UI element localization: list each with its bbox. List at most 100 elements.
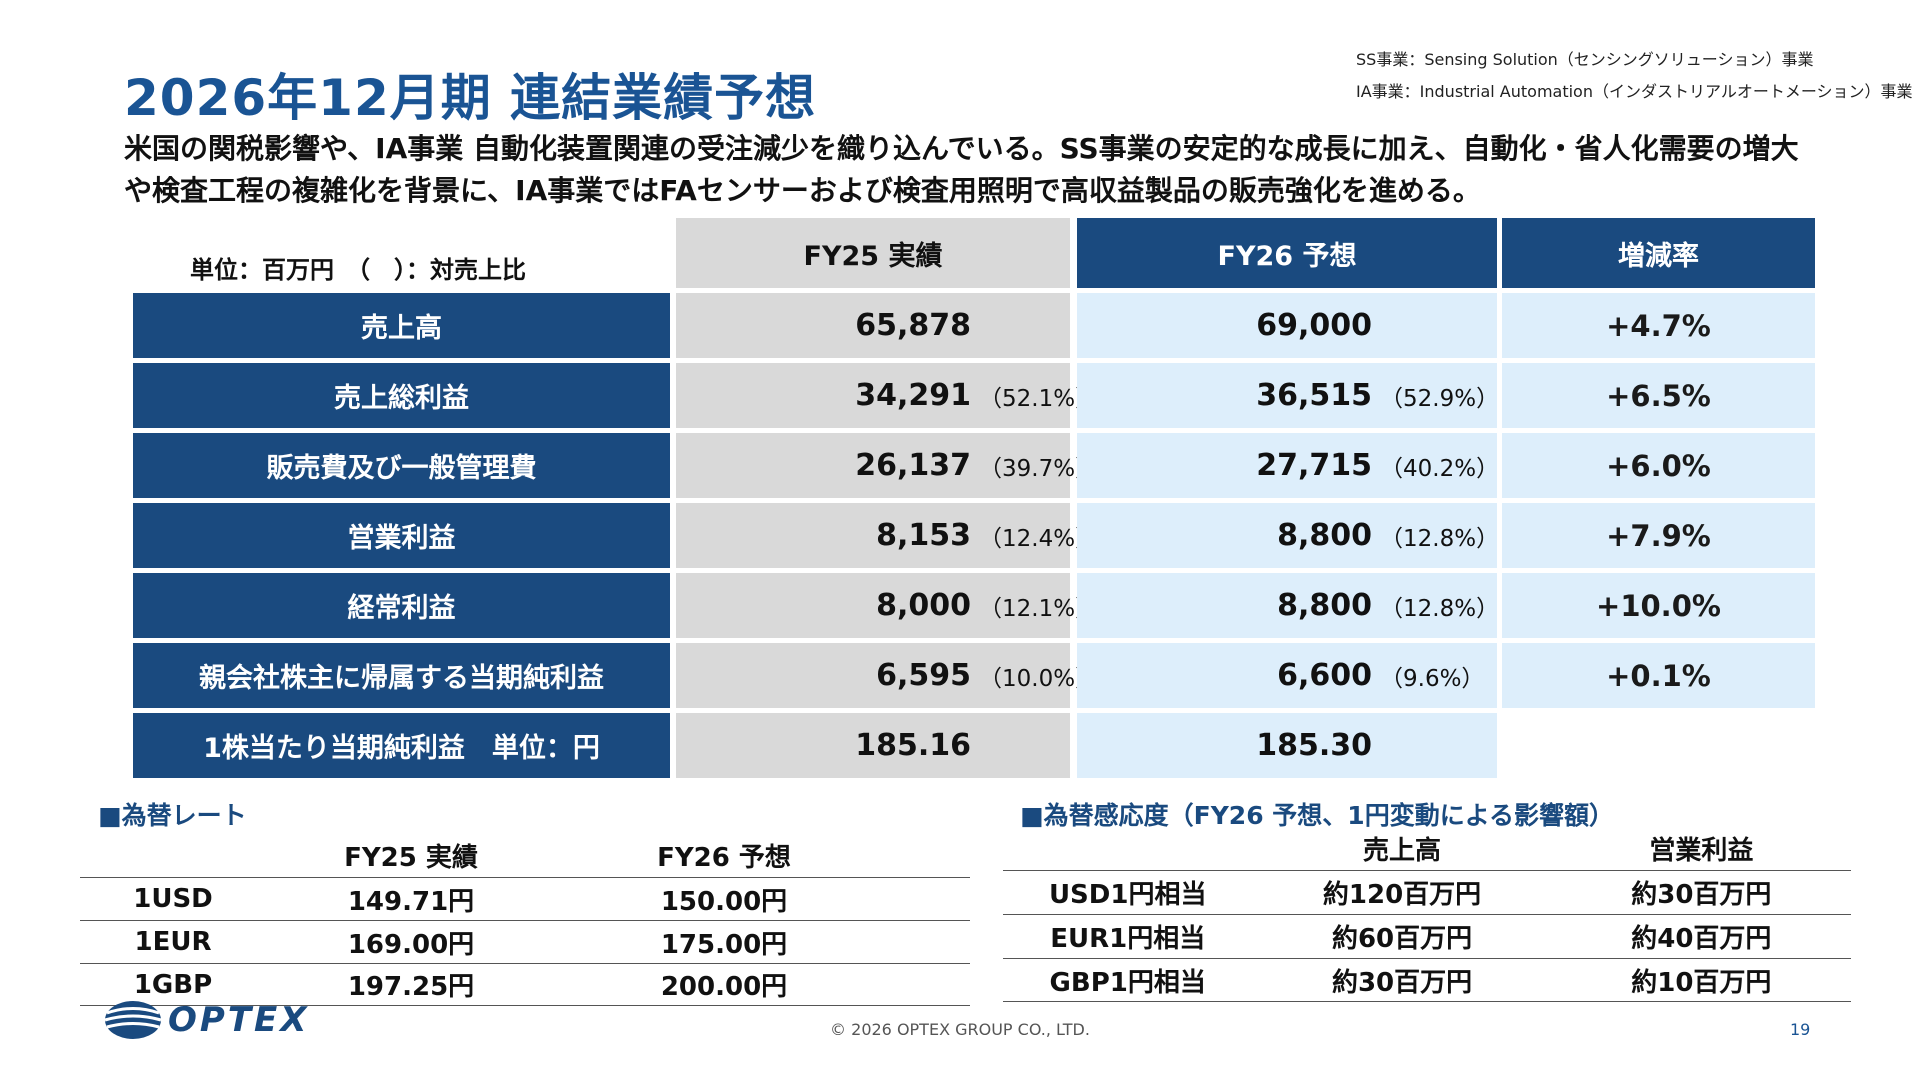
sensitivity-sales: 約120百万円 <box>1322 880 1482 910</box>
page-number: 19 <box>1790 1020 1811 1039</box>
change-rate: +7.9% <box>1502 503 1815 568</box>
fy26-ratio: （52.9%） <box>1380 385 1500 412</box>
fy25-value: 26,137 <box>855 448 971 483</box>
ia-definition-note: IA事業：Industrial Automation（インダストリアルオートメー… <box>1356 82 1913 101</box>
fy26-cell: 36,515 （52.9%） <box>1077 363 1500 428</box>
header-change-rate: 増減率 <box>1502 218 1815 288</box>
sensitivity-sales: 約30百万円 <box>1331 967 1473 998</box>
sensitivity-header-op-profit: 営業利益 <box>1649 835 1754 866</box>
row-label: 経常利益 <box>133 573 670 638</box>
sensitivity-currency: GBP1円相当 <box>1049 967 1206 998</box>
fy26-cell: 27,715 （40.2%） <box>1077 433 1500 498</box>
fx-sensitivity-title: ■為替感応度（FY26 予想、1円変動による影響額） <box>1020 801 1614 830</box>
fx-currency: 1EUR <box>134 927 212 957</box>
sensitivity-header-sales: 売上高 <box>1363 835 1442 866</box>
table-row: EUR1円相当 約60百万円 約40百万円 <box>1003 914 1851 958</box>
row-label: 売上高 <box>133 293 670 358</box>
fy26-ratio: （12.8%） <box>1380 525 1500 552</box>
table-row: 1株当たり当期純利益 単位：円 185.16 185.30 <box>133 713 1815 778</box>
fy25-value: 8,153 <box>876 518 971 553</box>
fy25-value: 8,000 <box>876 588 971 623</box>
table-row: USD1円相当 約120百万円 約30百万円 <box>1003 870 1851 914</box>
fx-header-fy25: FY25 実績 <box>344 843 478 873</box>
header-fy26-forecast: FY26 予想 <box>1077 218 1497 288</box>
fx-fy25-value: 149.71円 <box>347 886 475 917</box>
sensitivity-currency: USD1円相当 <box>1048 880 1207 910</box>
fy26-value: 185.30 <box>1256 728 1372 763</box>
fy26-value: 8,800 <box>1277 588 1372 623</box>
fy25-cell: 8,000 （12.1%） <box>676 573 1098 638</box>
page-title: 2026年12月期 連結業績予想 <box>124 69 817 127</box>
table-row: 親会社株主に帰属する当期純利益 6,595 （10.0%） 6,600 （9.6%） +0… <box>133 643 1815 708</box>
globe-logo-icon <box>104 1001 162 1039</box>
table-row: 1GBP 197.25円 200.00円 <box>80 963 970 1006</box>
sensitivity-currency: EUR1円相当 <box>1050 924 1206 954</box>
row-label: 親会社株主に帰属する当期純利益 <box>133 643 670 708</box>
fy26-ratio: （40.2%） <box>1380 455 1500 482</box>
fx-rate-title: ■為替レート <box>98 801 247 830</box>
table-row: GBP1円相当 約30百万円 約10百万円 <box>1003 958 1851 1002</box>
table-row: 売上総利益 34,291 （52.1%） 36,515 （52.9%） +6.5% <box>133 363 1815 428</box>
row-label: 営業利益 <box>133 503 670 568</box>
sensitivity-op-profit: 約30百万円 <box>1631 880 1772 910</box>
fy25-cell: 8,153 （12.4%） <box>676 503 1098 568</box>
header-fy25-actual: FY25 実績 <box>676 218 1070 288</box>
optex-logo: OPTEX <box>104 1000 309 1040</box>
table-row: 1EUR 169.00円 175.00円 <box>80 920 970 963</box>
sensitivity-sales: 約60百万円 <box>1331 924 1473 954</box>
fy25-cell: 34,291 （52.1%） <box>676 363 1098 428</box>
fy26-value: 8,800 <box>1277 518 1372 553</box>
table-row: 経常利益 8,000 （12.1%） 8,800 （12.8%） +10.0% <box>133 573 1815 638</box>
sensitivity-op-profit: 約10百万円 <box>1631 967 1772 998</box>
fy26-cell: 8,800 （12.8%） <box>1077 503 1500 568</box>
fy25-cell: 185.16 <box>676 713 1070 778</box>
fx-rate-table: FY25 実績 FY26 予想 1USD 149.71円 150.00円 1EU… <box>80 834 970 1006</box>
fx-fy25-value: 197.25円 <box>347 972 475 1002</box>
fx-table-header: FY25 実績 FY26 予想 <box>80 834 970 877</box>
fy25-cell: 65,878 <box>676 293 1070 358</box>
fy26-value: 27,715 <box>1256 448 1372 483</box>
fy26-cell: 8,800 （12.8%） <box>1077 573 1500 638</box>
fy26-value: 6,600 <box>1277 658 1372 693</box>
change-rate: +4.7% <box>1502 293 1815 358</box>
sensitivity-table-header: 売上高 営業利益 <box>1003 826 1851 870</box>
table-row: 営業利益 8,153 （12.4%） 8,800 （12.8%） +7.9% <box>133 503 1815 568</box>
table-row: 売上高 65,878 69,000 +4.7% <box>133 293 1815 358</box>
fx-header-fy26: FY26 予想 <box>657 843 791 873</box>
change-rate: +6.5% <box>1502 363 1815 428</box>
sensitivity-op-profit: 約40百万円 <box>1631 924 1772 954</box>
fx-currency: 1USD <box>133 884 213 914</box>
fy25-value: 34,291 <box>855 378 971 413</box>
fy26-ratio: （9.6%） <box>1380 665 1485 692</box>
change-rate: +6.0% <box>1502 433 1815 498</box>
row-label: 販売費及び一般管理費 <box>133 433 670 498</box>
table-row: 1USD 149.71円 150.00円 <box>80 877 970 920</box>
row-label: 売上総利益 <box>133 363 670 428</box>
fx-currency: 1GBP <box>133 969 213 1000</box>
fy26-ratio: （12.8%） <box>1380 595 1500 622</box>
fy25-value: 185.16 <box>855 728 971 763</box>
change-rate <box>1502 713 1815 778</box>
fx-fy26-value: 200.00円 <box>660 972 788 1002</box>
row-label: 1株当たり当期純利益 単位：円 <box>133 713 670 778</box>
fx-fy26-value: 175.00円 <box>660 929 788 960</box>
fy25-value: 6,595 <box>876 658 971 693</box>
lead-text: 米国の関税影響や、IA事業 自動化装置関連の受注減少を織り込んでいる。SS事業の… <box>124 132 1799 207</box>
fx-sensitivity-table: 売上高 営業利益 USD1円相当 約120百万円 約30百万円 EUR1円相当 … <box>1003 826 1851 1002</box>
fy26-value: 69,000 <box>1256 308 1372 343</box>
change-rate: +10.0% <box>1502 573 1815 638</box>
fy26-cell: 185.30 <box>1077 713 1497 778</box>
unit-note: 単位：百万円 （ ）：対売上比 <box>190 256 526 284</box>
fy26-cell: 69,000 <box>1077 293 1497 358</box>
change-rate: +0.1% <box>1502 643 1815 708</box>
fy25-value: 65,878 <box>855 308 971 343</box>
copyright: © 2026 OPTEX GROUP CO., LTD. <box>830 1020 1090 1039</box>
fy26-cell: 6,600 （9.6%） <box>1077 643 1497 708</box>
fx-fy25-value: 169.00円 <box>347 929 475 960</box>
logo-wordmark: OPTEX <box>168 1000 310 1040</box>
fy25-cell: 26,137 （39.7%） <box>676 433 1098 498</box>
fy26-value: 36,515 <box>1256 378 1372 413</box>
table-row: 販売費及び一般管理費 26,137 （39.7%） 27,715 （40.2%） +6.0… <box>133 433 1815 498</box>
fx-fy26-value: 150.00円 <box>660 886 788 917</box>
fy25-cell: 6,595 （10.0%） <box>676 643 1098 708</box>
